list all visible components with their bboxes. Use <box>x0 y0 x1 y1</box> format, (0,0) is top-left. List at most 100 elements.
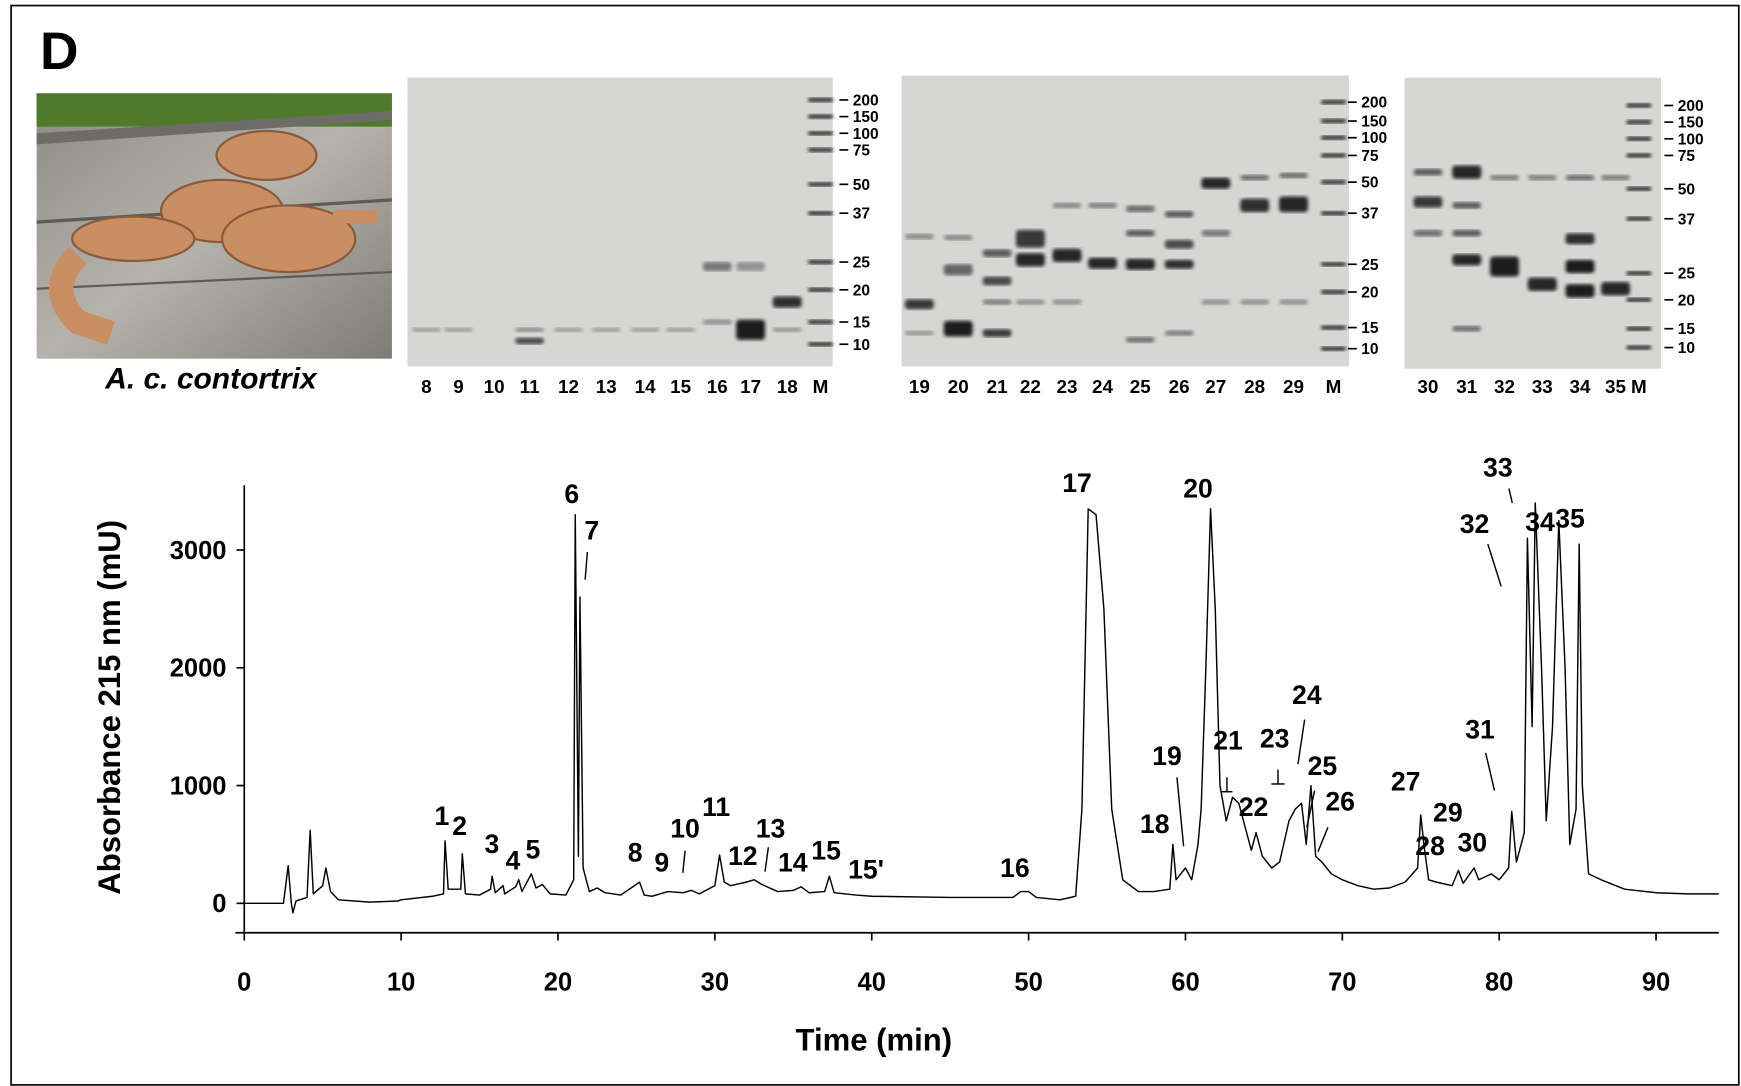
lane-label: M <box>1326 376 1342 397</box>
peak-label: 7 <box>584 516 599 546</box>
peak-label: 32 <box>1460 509 1490 539</box>
ladder-band <box>1626 153 1652 158</box>
ladder-band <box>808 342 833 347</box>
gel-band <box>1527 174 1557 181</box>
lane-label: 13 <box>596 376 617 397</box>
ladder-band <box>1321 179 1346 185</box>
marker-label: 15 <box>1678 321 1696 338</box>
lane-label: 8 <box>421 376 431 397</box>
gel-band <box>1164 330 1194 336</box>
peak-label: 23 <box>1260 723 1290 753</box>
gel-band <box>1125 229 1155 237</box>
marker-label: 150 <box>1678 115 1704 132</box>
lane-label: 17 <box>740 376 761 397</box>
gels: 8 9 10 11 12 13 14 15 16 17 18 M2001501007550372520… <box>407 75 1704 397</box>
peak-label: 26 <box>1325 787 1355 817</box>
leader-line <box>1484 752 1496 791</box>
marker-label: 25 <box>1361 257 1379 274</box>
ladder-band <box>1321 346 1346 351</box>
ladder-band <box>1321 99 1346 105</box>
marker-label: 50 <box>1678 181 1695 198</box>
gel-band <box>904 233 934 240</box>
y-tick-label: 0 <box>212 890 226 918</box>
gel-band <box>982 329 1012 338</box>
x-axis-title: Time (min) <box>796 1022 953 1057</box>
gel-band <box>1201 229 1231 237</box>
leader-line <box>1306 790 1316 828</box>
lane-label: 23 <box>1057 376 1078 397</box>
marker-label: 150 <box>853 109 879 126</box>
gel-band <box>1201 177 1231 189</box>
gel-band <box>1413 168 1443 176</box>
frame <box>10 4 1740 1086</box>
ladder-band <box>1626 297 1652 303</box>
gel <box>1404 77 1662 369</box>
lane-label: 16 <box>707 376 728 397</box>
gel-band <box>1088 257 1117 269</box>
gel-band <box>444 327 474 333</box>
peak-label: 14 <box>778 848 808 878</box>
ladder-band <box>1626 345 1652 350</box>
gel-band <box>1279 172 1308 179</box>
peak-label: 11 <box>702 792 730 822</box>
lane-label: 34 <box>1570 376 1591 397</box>
marker-label: 100 <box>1361 130 1387 147</box>
chromatogram: Absorbance 215 nm (mU) Time (min) 0 1000 2… <box>92 452 1719 1057</box>
marker-label: 15 <box>853 315 871 332</box>
gel-band <box>1452 202 1482 209</box>
ladder-band <box>808 131 833 136</box>
gel-band <box>1052 202 1082 209</box>
gel-band <box>1164 259 1194 269</box>
gel-band <box>411 327 441 333</box>
lane-label: 24 <box>1092 376 1113 397</box>
gel-band <box>1413 196 1443 208</box>
peak-label: 5 <box>526 834 541 864</box>
marker-label: 10 <box>853 337 870 354</box>
ladder-band <box>808 319 833 325</box>
gel-band <box>772 327 802 333</box>
y-tick-label: 2000 <box>170 655 227 683</box>
gel-band <box>1452 254 1482 266</box>
peak-label: 20 <box>1183 473 1213 503</box>
gel-band <box>1052 248 1082 263</box>
gel-band <box>1088 202 1117 209</box>
lane-label: 35 <box>1605 376 1626 397</box>
x-tick-label: 60 <box>1171 969 1199 997</box>
marker-label: 75 <box>1678 148 1696 165</box>
peak-label: 8 <box>628 838 643 868</box>
marker-label: 200 <box>1678 98 1704 115</box>
peak-label: 18 <box>1140 809 1170 839</box>
lane-label: 33 <box>1532 376 1553 397</box>
lane-label: 22 <box>1020 376 1041 397</box>
gel-band <box>982 299 1012 305</box>
ladder-band <box>1321 210 1346 216</box>
peak-label: 15' <box>848 854 884 884</box>
gel-band <box>666 327 696 333</box>
ladder-band <box>1321 325 1346 330</box>
lane-label: M <box>1631 376 1647 397</box>
leader-line <box>1487 543 1502 587</box>
gel-band <box>1413 229 1443 237</box>
lane-label: 15 <box>670 376 691 397</box>
lane-label: 20 <box>948 376 969 397</box>
lane-label: 10 <box>484 376 505 397</box>
marker-label: 37 <box>853 206 870 223</box>
gel-band <box>1125 258 1155 270</box>
peak-label: 19 <box>1152 741 1182 771</box>
gel-band <box>1201 299 1231 305</box>
lane-label: 30 <box>1417 376 1438 397</box>
marker-label: 20 <box>853 282 870 299</box>
marker-label: 15 <box>1361 320 1379 337</box>
gel-band <box>591 327 621 333</box>
gel-band <box>1125 205 1155 213</box>
gel-band <box>772 296 802 308</box>
ladder-band <box>1626 103 1652 108</box>
gel-band <box>1565 259 1595 274</box>
lane-label: 28 <box>1244 376 1265 397</box>
gel-band <box>1240 299 1270 305</box>
ladder-band <box>808 114 833 119</box>
gel-band <box>702 262 732 271</box>
lane-label: 12 <box>558 376 579 397</box>
peak-label: 4 <box>506 845 521 875</box>
